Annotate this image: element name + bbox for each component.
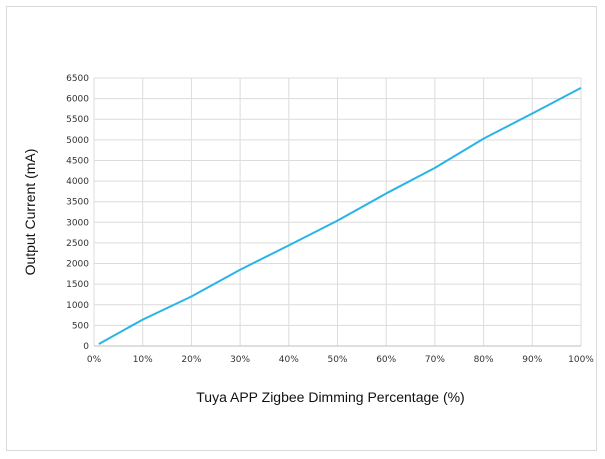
x-tick-label: 30% [230,355,250,365]
y-tick-label: 6000 [66,95,89,105]
x-tick-label: 40% [279,355,299,365]
y-tick-label: 2000 [66,260,89,270]
y-axis-ticks: 0 500 1000 1500 2000 2500 3000 3500 4000 4500 5000… [66,74,89,352]
y-tick-label: 6500 [66,74,89,84]
line-chart: 0 500 1000 1500 2000 2500 3000 3500 4000 4500 5000… [22,74,594,405]
y-tick-label: 4500 [66,156,89,166]
y-tick-label: 5500 [66,115,89,125]
x-axis-ticks: 0% 10% 20% 30% 40% 50% 60% 70% 80% 90% 100% [87,355,594,365]
x-tick-label: 80% [474,355,494,365]
x-tick-label: 70% [425,355,445,365]
y-tick-label: 4000 [66,177,89,187]
y-tick-label: 3500 [66,198,89,208]
y-axis-label: Output Current (mA) [22,149,38,276]
series-layer [98,87,582,345]
x-tick-label: 0% [87,355,102,365]
x-tick-label: 60% [376,355,396,365]
series-line [98,87,582,345]
x-tick-label: 90% [522,355,542,365]
grid [93,77,582,346]
y-tick-label: 3000 [66,218,89,228]
x-tick-label: 100% [568,355,594,365]
chart-frame: 0 500 1000 1500 2000 2500 3000 3500 4000 4500 5000… [6,6,597,451]
x-tick-label: 10% [133,355,153,365]
y-tick-label: 0 [83,342,89,352]
y-tick-label: 1500 [66,280,89,290]
x-axis-label: Tuya APP Zigbee Dimming Percentage (%) [196,389,464,405]
x-tick-label: 20% [181,355,201,365]
y-tick-label: 500 [72,321,89,331]
x-tick-label: 50% [327,355,347,365]
y-tick-label: 1000 [66,301,89,311]
y-tick-label: 2500 [66,239,89,249]
y-tick-label: 5000 [66,136,89,146]
